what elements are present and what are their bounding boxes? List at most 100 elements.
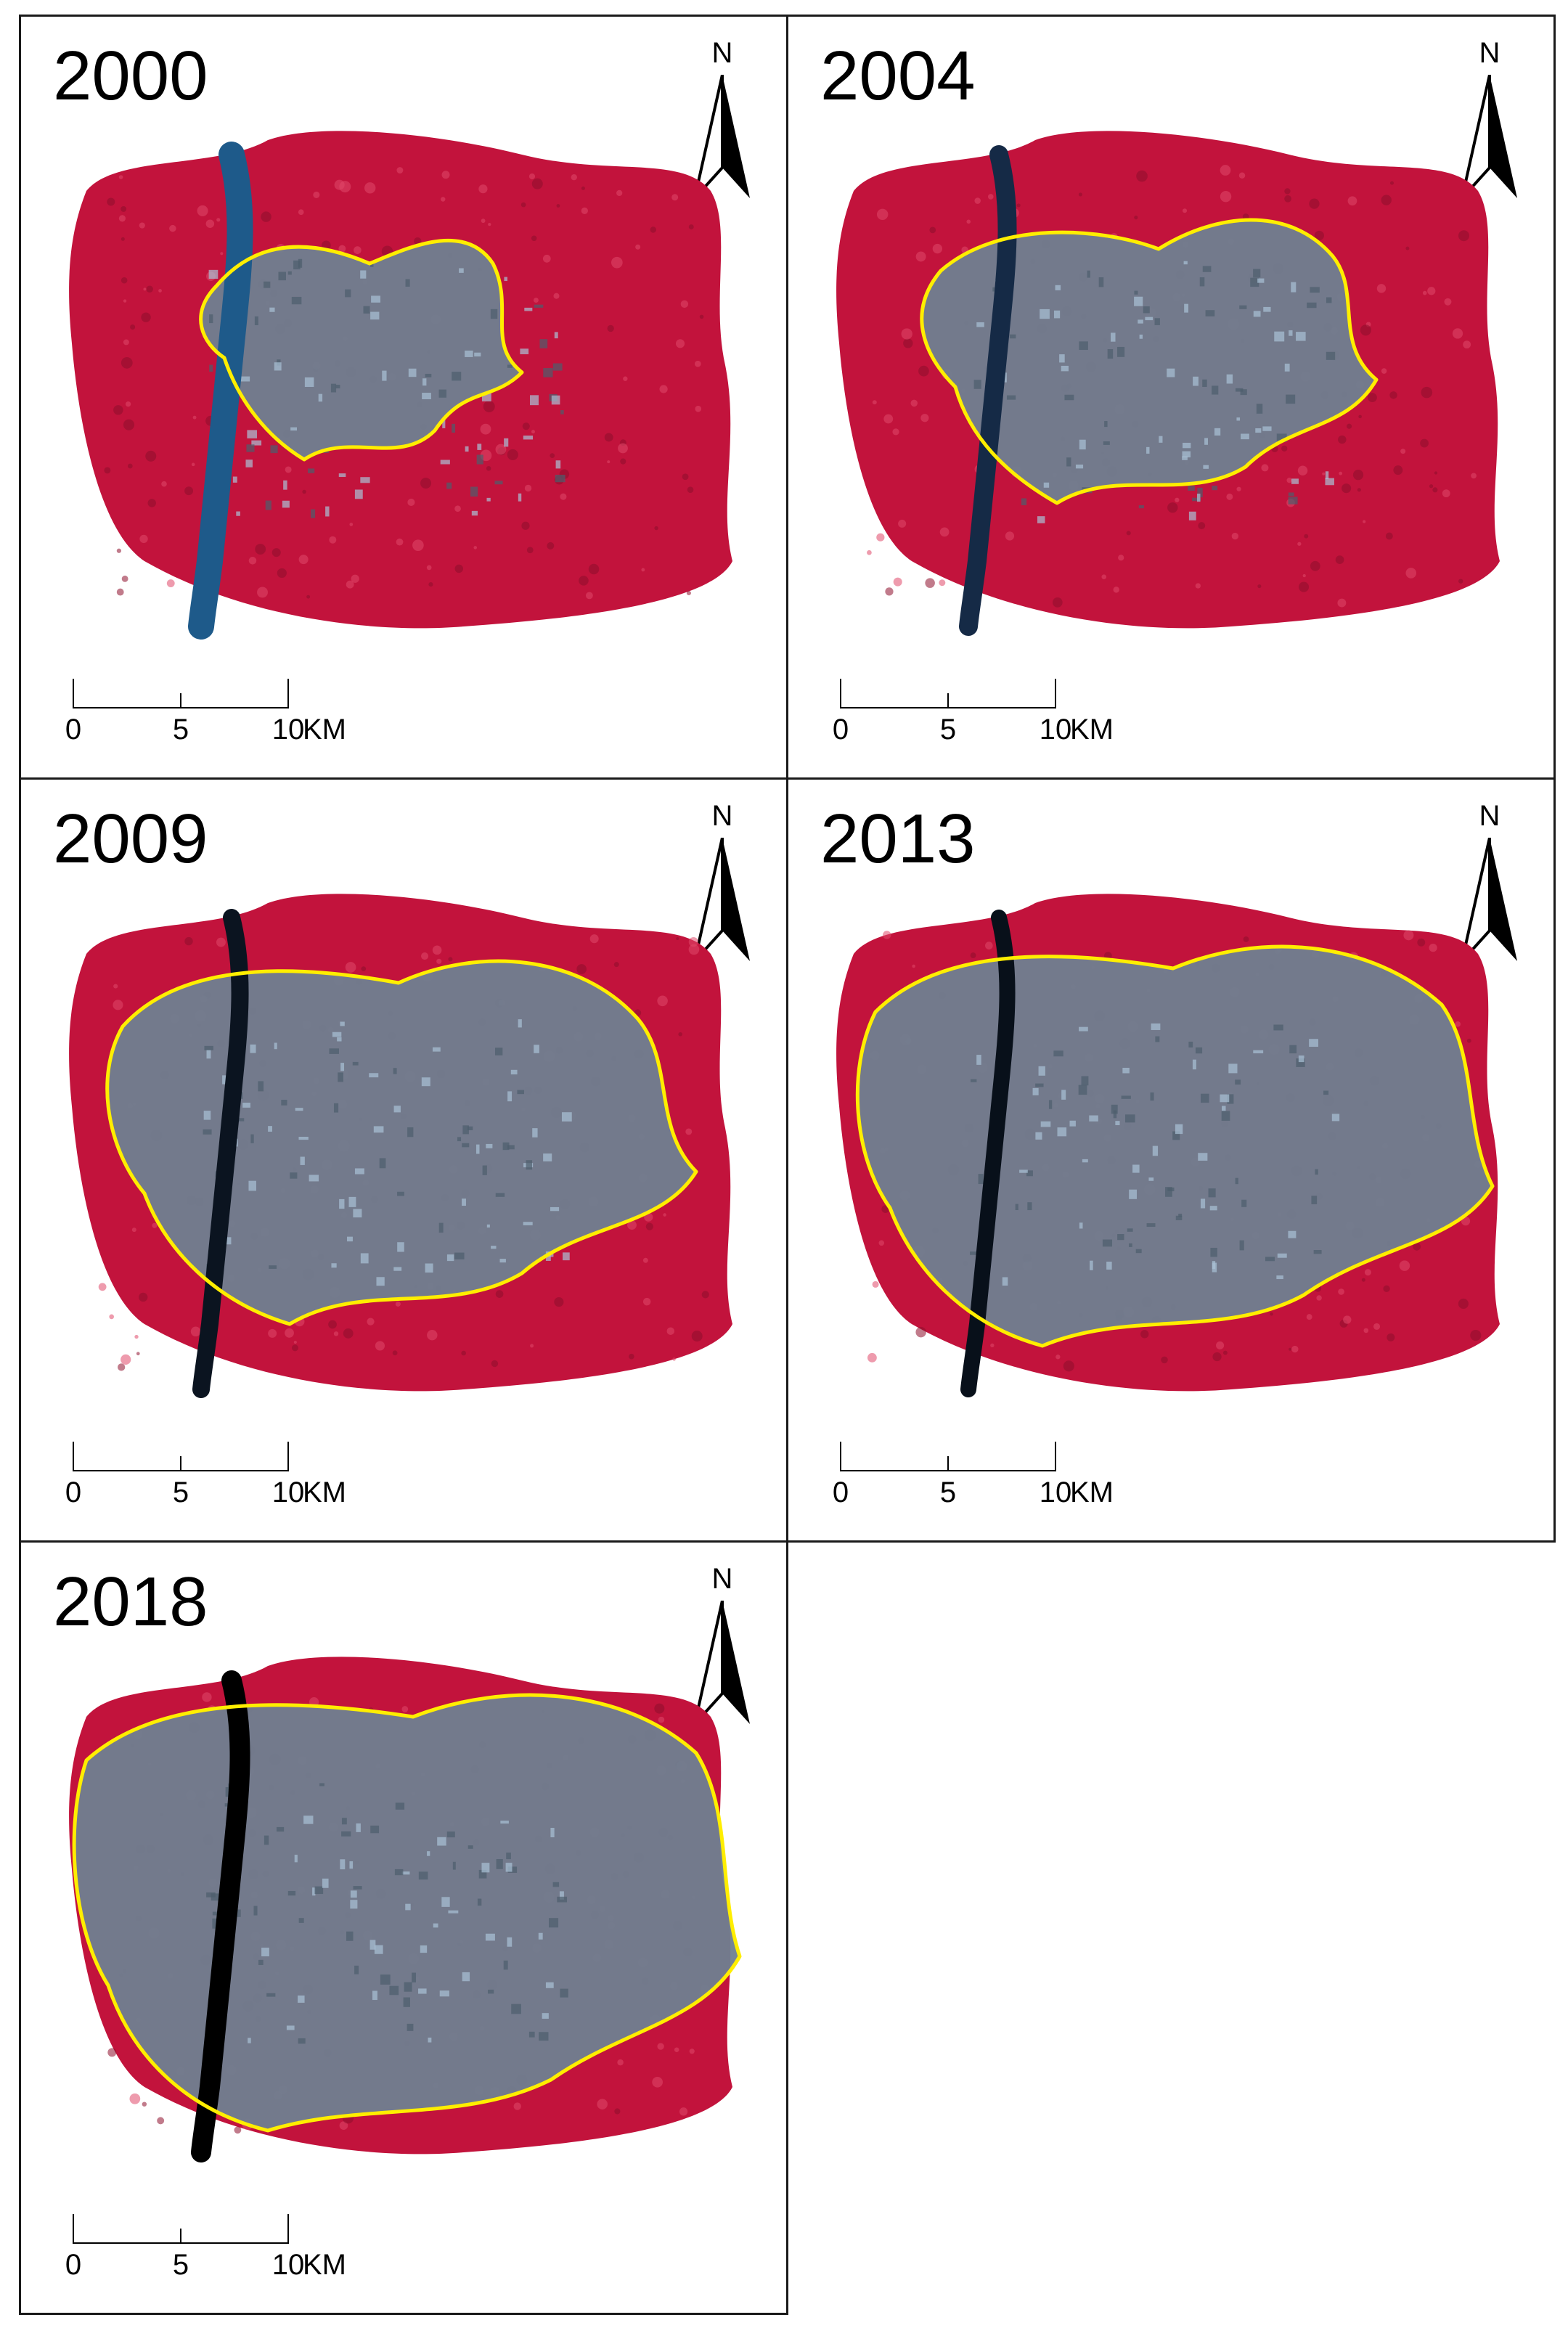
texture-dot	[872, 1281, 879, 1288]
urban-texture	[1209, 1206, 1217, 1211]
urban-texture	[240, 376, 250, 382]
texture-dot	[645, 1222, 653, 1230]
urban-texture	[1288, 1230, 1297, 1238]
urban-texture	[1111, 332, 1116, 342]
texture-dot	[1357, 488, 1361, 492]
urban-texture	[452, 1861, 456, 1870]
urban-texture	[251, 440, 262, 446]
north-arrow-icon	[1461, 75, 1517, 198]
urban-texture	[405, 1903, 411, 1911]
urban-texture	[1139, 334, 1143, 339]
urban-texture	[494, 481, 503, 485]
texture-dot	[687, 486, 694, 493]
texture-dot	[701, 1291, 709, 1299]
map-panel-2000: 2000 N 0 5 10 KM	[19, 15, 788, 780]
urban-texture	[560, 410, 564, 414]
texture-dot	[261, 211, 271, 222]
texture-dot	[121, 575, 128, 582]
urban-texture	[1075, 464, 1084, 469]
urban-texture	[1087, 270, 1090, 278]
urban-texture	[1015, 1204, 1018, 1211]
urban-texture	[1129, 1189, 1137, 1199]
urban-texture	[360, 270, 367, 279]
texture-dot	[202, 1692, 212, 1702]
texture-dot	[1136, 170, 1148, 182]
texture-dot	[867, 550, 872, 555]
texture-dot	[121, 356, 133, 369]
texture-dot	[139, 1292, 148, 1302]
urban-texture	[1103, 441, 1110, 445]
texture-dot	[1393, 465, 1403, 475]
urban-texture	[502, 1142, 510, 1151]
urban-texture	[254, 316, 258, 325]
urban-texture	[236, 511, 240, 516]
urban-texture	[1310, 287, 1320, 293]
urban-texture	[300, 1156, 305, 1165]
urban-texture	[250, 1044, 256, 1053]
urban-texture	[274, 362, 282, 371]
texture-dot	[339, 2121, 348, 2130]
urban-texture	[554, 332, 558, 339]
urban-texture	[242, 1103, 250, 1108]
texture-dot	[1399, 1260, 1410, 1271]
texture-dot	[121, 1354, 131, 1365]
urban-texture	[274, 1042, 277, 1050]
texture-dot	[1052, 597, 1063, 608]
texture-dot	[1432, 487, 1438, 493]
urban-texture	[393, 1068, 397, 1074]
texture-dot	[1339, 471, 1343, 475]
urban-texture	[549, 1918, 559, 1928]
urban-texture	[495, 1047, 503, 1055]
urban-texture	[437, 1837, 446, 1846]
texture-dot	[1381, 195, 1392, 205]
urban-texture	[486, 1143, 493, 1148]
texture-dot	[346, 580, 354, 589]
urban-texture	[1127, 1228, 1133, 1232]
texture-dot	[1403, 930, 1414, 941]
urban-texture	[462, 1143, 470, 1148]
texture-dot	[1337, 598, 1347, 608]
urban-texture	[266, 1993, 276, 1997]
urban-texture	[298, 1137, 309, 1140]
river	[188, 142, 253, 640]
texture-dot	[526, 547, 534, 554]
texture-dot	[1352, 470, 1364, 481]
urban-texture	[287, 271, 292, 275]
urban-texture	[438, 389, 447, 398]
texture-dot	[1306, 1314, 1312, 1320]
texture-dot	[293, 1340, 297, 1344]
urban-texture	[382, 370, 387, 381]
urban-texture	[452, 372, 462, 381]
urban-texture	[477, 1898, 482, 1906]
texture-dot	[554, 1296, 564, 1307]
texture-dot	[1335, 555, 1344, 565]
map-panel-2018: 2018 N 0 5 10 KM	[19, 1540, 788, 2315]
urban-texture	[1214, 428, 1221, 436]
texture-dot	[1126, 531, 1131, 536]
north-arrow: N	[1446, 801, 1533, 968]
texture-dot	[139, 534, 148, 544]
north-arrow-icon	[693, 1601, 750, 1724]
texture-dot	[192, 415, 197, 420]
urban-texture	[1241, 1199, 1247, 1207]
texture-dot	[1198, 522, 1206, 530]
urban-texture	[448, 1910, 459, 1914]
texture-dot	[495, 444, 507, 455]
urban-texture	[1079, 1222, 1083, 1229]
urban-texture	[209, 364, 213, 372]
scale-unit: KM	[1070, 1477, 1114, 1508]
urban-texture	[481, 1863, 490, 1873]
texture-dot	[1289, 1347, 1292, 1351]
urban-texture	[1220, 1094, 1230, 1103]
texture-dot	[205, 219, 215, 228]
urban-texture	[1132, 1164, 1140, 1173]
texture-dot	[495, 1290, 504, 1298]
urban-texture	[318, 393, 323, 402]
urban-texture	[529, 395, 539, 406]
urban-texture	[500, 1821, 509, 1824]
urban-texture	[491, 1246, 497, 1249]
urban-texture	[338, 1072, 343, 1082]
texture-dot	[412, 539, 424, 552]
texture-dot	[1444, 298, 1452, 306]
urban-area	[921, 220, 1376, 503]
